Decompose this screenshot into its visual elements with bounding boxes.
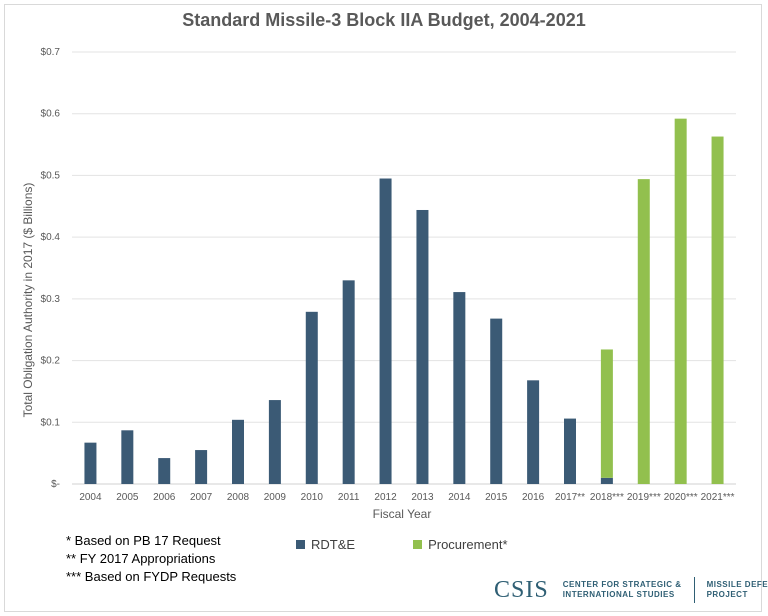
x-tick-label: 2021*** bbox=[701, 492, 735, 503]
bar-rdt-e-2013 bbox=[416, 209, 429, 484]
bar-rdt-e-2004 bbox=[84, 442, 97, 484]
x-tick-label: 2018*** bbox=[590, 492, 624, 503]
bar-procurement-2021 bbox=[711, 136, 724, 484]
bar-rdt-e-2008 bbox=[232, 419, 244, 484]
bar-rdt-e-2015 bbox=[490, 318, 503, 484]
x-tick-label: 2017** bbox=[555, 492, 585, 503]
y-tick-label: $- bbox=[51, 479, 60, 490]
x-tick-label: 2009 bbox=[264, 492, 287, 503]
bar-procurement-2019 bbox=[637, 179, 650, 485]
y-axis-label: Total Obligation Authority in 2017 ($ Bi… bbox=[21, 183, 35, 418]
x-tick-label: 2008 bbox=[227, 492, 250, 503]
x-tick-label: 2014 bbox=[448, 492, 471, 503]
csis-org-line2: INTERNATIONAL STUDIES bbox=[562, 590, 675, 599]
legend-swatch-procurement bbox=[413, 540, 423, 549]
y-tick-label: $0.2 bbox=[41, 356, 61, 367]
y-axis-ticks: $- $0.1 $0.2 $0.3 $0.4 $0.5 $0.6 $0.7 bbox=[41, 47, 61, 490]
legend-item-rdte: RDT&E bbox=[296, 537, 355, 552]
footnote-fy2017: ** FY 2017 Appropriations bbox=[66, 551, 216, 566]
gridlines bbox=[72, 51, 736, 485]
bar-rdt-e-2010 bbox=[305, 311, 318, 484]
footnote-pb17: * Based on PB 17 Request bbox=[66, 533, 221, 548]
y-tick-label: $0.7 bbox=[41, 47, 61, 58]
chart-title: Standard Missile-3 Block IIA Budget, 200… bbox=[182, 10, 586, 30]
x-tick-label: 2015 bbox=[485, 492, 508, 503]
x-tick-label: 2019*** bbox=[627, 492, 661, 503]
x-tick-label: 2010 bbox=[301, 492, 324, 503]
x-tick-label: 2007 bbox=[190, 492, 213, 503]
y-tick-label: $0.1 bbox=[41, 417, 61, 428]
project-line1: MISSILE DEFENSE bbox=[706, 580, 768, 589]
bar-rdt-e-2017 bbox=[564, 418, 576, 484]
x-tick-label: 2012 bbox=[374, 492, 397, 503]
y-tick-label: $0.6 bbox=[41, 109, 61, 120]
bar-rdt-e-2009 bbox=[268, 400, 281, 484]
x-tick-label: 2011 bbox=[338, 492, 360, 503]
bars bbox=[84, 118, 724, 485]
legend: RDT&E Procurement* bbox=[296, 537, 566, 552]
csis-org-name: CENTER FOR STRATEGIC & INTERNATIONAL STU… bbox=[563, 580, 682, 600]
bar-rdt-e-2011 bbox=[342, 280, 355, 484]
footnote-fydp: *** Based on FYDP Requests bbox=[66, 569, 237, 584]
bar-procurement-2020 bbox=[674, 118, 687, 484]
bar-rdt-e-2014 bbox=[453, 292, 466, 484]
x-tick-label: 2020*** bbox=[664, 492, 698, 503]
csis-org-line1: CENTER FOR STRATEGIC & bbox=[562, 580, 682, 589]
footer-divider bbox=[693, 577, 695, 603]
legend-item-procurement: Procurement* bbox=[413, 537, 508, 552]
x-tick-label: 2013 bbox=[411, 492, 434, 503]
x-tick-label: 2004 bbox=[79, 492, 102, 503]
legend-label-procurement: Procurement* bbox=[428, 537, 508, 552]
bar-rdt-e-2016 bbox=[527, 380, 540, 484]
chart-frame bbox=[4, 4, 762, 612]
x-tick-label: 2005 bbox=[116, 492, 139, 503]
x-axis-label: Fiscal Year bbox=[373, 507, 432, 521]
x-axis-ticks: 2004 2005 2006 2007 2008 2009 2010 2011 2012 2013… bbox=[79, 492, 734, 503]
x-tick-label: 2016 bbox=[522, 492, 545, 503]
legend-label-rdte: RDT&E bbox=[311, 537, 356, 552]
bar-rdt-e-2018 bbox=[600, 477, 613, 484]
csis-footer: CSIS CENTER FOR STRATEGIC & INTERNATIONA… bbox=[494, 575, 768, 605]
y-tick-label: $0.5 bbox=[41, 170, 61, 181]
legend-swatch-rdte bbox=[296, 540, 305, 549]
bar-procurement-2018 bbox=[600, 349, 613, 478]
x-tick-label: 2006 bbox=[153, 492, 176, 503]
csis-logo: CSIS bbox=[494, 576, 549, 603]
project-line2: PROJECT bbox=[706, 590, 748, 599]
bar-rdt-e-2007 bbox=[195, 450, 208, 484]
y-tick-label: $0.4 bbox=[41, 232, 61, 243]
bar-rdt-e-2012 bbox=[379, 178, 392, 484]
y-tick-label: $0.3 bbox=[41, 294, 61, 305]
footnotes: * Based on PB 17 Request ** FY 2017 Appr… bbox=[66, 532, 236, 586]
bar-rdt-e-2006 bbox=[158, 458, 171, 484]
bar-rdt-e-2005 bbox=[121, 430, 134, 484]
missile-defense-project: MISSILE DEFENSE PROJECT bbox=[707, 580, 768, 600]
